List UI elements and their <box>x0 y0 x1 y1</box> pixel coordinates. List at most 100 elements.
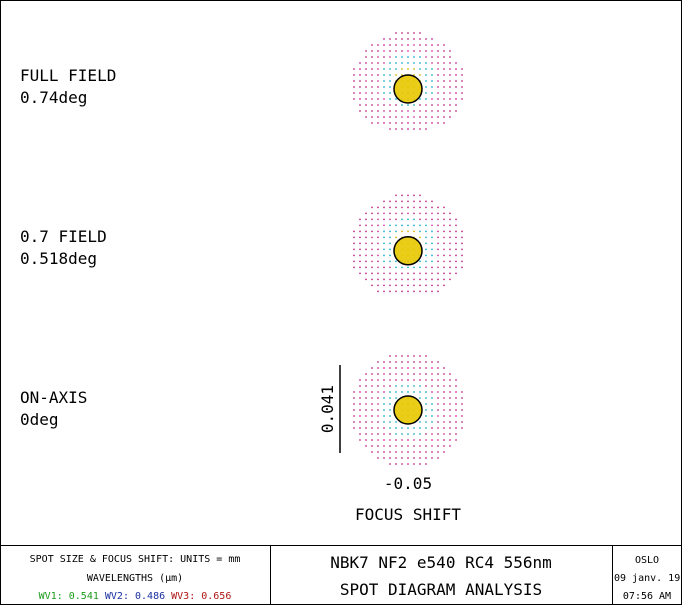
spot-dot <box>359 397 361 399</box>
spot-dot <box>377 278 379 281</box>
spot-dot <box>425 110 427 112</box>
spot-dot <box>449 260 451 263</box>
spot-dot <box>395 128 397 130</box>
spot-dot <box>389 62 391 64</box>
spot-dot <box>407 32 409 34</box>
spot-dot <box>407 68 409 70</box>
spot-dot <box>389 397 391 399</box>
spot-dot <box>383 44 385 46</box>
spot-dot <box>449 385 451 387</box>
spot-dot <box>437 212 439 215</box>
spot-dot <box>419 397 421 399</box>
spot-dot <box>443 110 445 112</box>
spot-dot <box>383 457 385 459</box>
spot-dot <box>437 451 439 453</box>
spot-dot <box>455 272 457 275</box>
spot-dot <box>437 230 439 233</box>
spot-dot <box>431 50 433 52</box>
spot-dot <box>353 403 355 405</box>
spot-dot <box>389 242 391 245</box>
spot-dot <box>431 278 433 281</box>
spot-dot <box>401 367 403 369</box>
spot-dot <box>359 433 361 435</box>
spot-dot <box>365 266 367 269</box>
spot-dot <box>395 218 397 221</box>
spot-dot <box>389 248 391 251</box>
spot-dot <box>371 403 373 405</box>
spot-dot <box>371 391 373 393</box>
spot-dot <box>431 68 433 70</box>
spot-dot <box>449 373 451 375</box>
spot-dot <box>389 68 391 70</box>
spot-dot <box>359 242 361 245</box>
spot-dot <box>395 224 397 227</box>
wavelength-value: 0.656 <box>195 591 231 602</box>
spot-dot <box>413 284 415 287</box>
spot-dot <box>359 98 361 100</box>
spot-dot <box>449 236 451 239</box>
spot-dot <box>377 110 379 112</box>
spot-dot <box>443 98 445 100</box>
spot-dot <box>389 272 391 275</box>
spot-dot <box>413 278 415 281</box>
spot-dot <box>401 272 403 275</box>
spot-dot <box>443 284 445 287</box>
spot-dot <box>371 254 373 257</box>
spot-dot <box>437 373 439 375</box>
spot-dot <box>425 68 427 70</box>
spot-dot <box>413 427 415 429</box>
spot-dot <box>377 403 379 405</box>
spot-dot <box>425 50 427 52</box>
spot-dot <box>443 266 445 269</box>
spot-dot <box>389 355 391 357</box>
spot-dot <box>431 212 433 215</box>
spot-dot <box>431 397 433 399</box>
spot-dot <box>413 200 415 203</box>
spot-dot <box>377 260 379 263</box>
spot-dot <box>455 224 457 227</box>
spot-dot <box>437 236 439 239</box>
spot-dot <box>443 260 445 263</box>
spot-dot <box>353 266 355 269</box>
wavelength-name: WV2: <box>99 591 129 602</box>
spot-dot <box>455 439 457 441</box>
spot-dot <box>395 397 397 399</box>
spot-dot <box>401 355 403 357</box>
spot-dot <box>449 116 451 118</box>
spot-dot <box>365 433 367 435</box>
spot-dot <box>353 427 355 429</box>
spot-dot <box>389 260 391 263</box>
date: 09 janv. 19 <box>614 573 680 584</box>
spot-dot <box>407 373 409 375</box>
spot-dot <box>353 98 355 100</box>
spot-dot <box>401 50 403 52</box>
spot-dot <box>389 110 391 112</box>
spot-dot <box>461 415 463 417</box>
spot-dot <box>425 86 427 88</box>
spot-dot <box>365 224 367 227</box>
spot-dot <box>437 290 439 293</box>
spot-dot <box>365 272 367 275</box>
spot-dot <box>371 74 373 76</box>
spot-dot <box>425 385 427 387</box>
spot-dot <box>413 385 415 387</box>
spot-dot <box>443 439 445 441</box>
spot-dot <box>419 260 421 263</box>
spot-dot <box>413 355 415 357</box>
spot-dot <box>395 373 397 375</box>
spot-dot <box>395 290 397 293</box>
spot-dot <box>395 44 397 46</box>
spot-dot <box>443 391 445 393</box>
spot-dot <box>413 62 415 64</box>
spot-dot <box>461 74 463 76</box>
spot-dot <box>425 284 427 287</box>
spot-dot <box>425 427 427 429</box>
spot-dot <box>461 68 463 70</box>
spot-dot <box>383 218 385 221</box>
spot-dot <box>413 379 415 381</box>
spot-dot <box>419 230 421 233</box>
spot-dot <box>383 451 385 453</box>
spot-dot <box>365 62 367 64</box>
spot-dot <box>377 44 379 46</box>
spot-dot <box>461 86 463 88</box>
